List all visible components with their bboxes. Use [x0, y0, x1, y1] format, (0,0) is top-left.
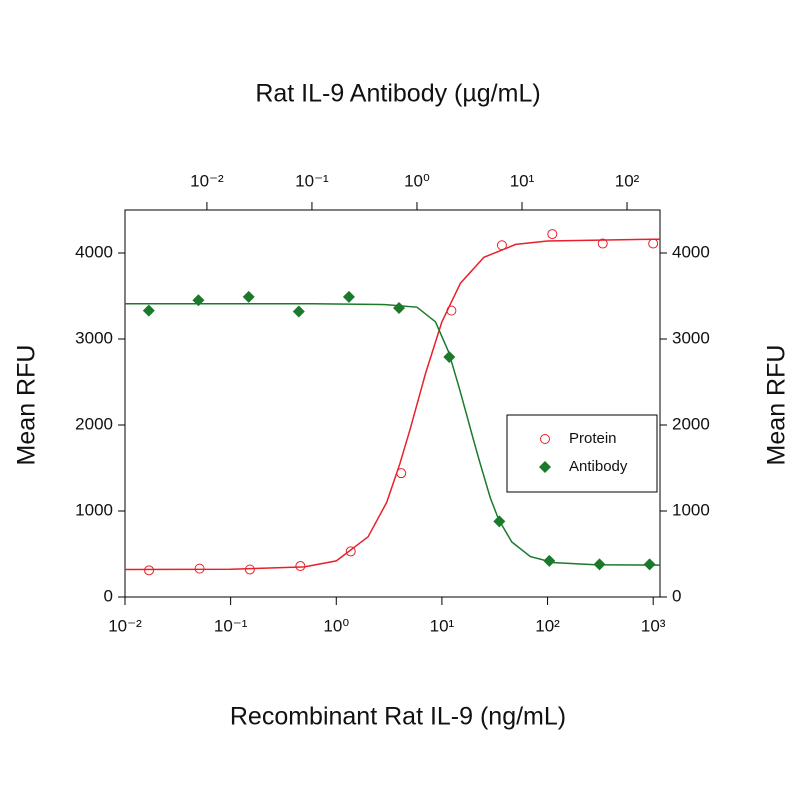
circle-marker — [547, 229, 558, 240]
y-tick-label: 4000 — [75, 242, 113, 261]
y2-tick-label: 1000 — [672, 500, 710, 519]
legend-box — [506, 414, 658, 493]
circle-marker — [446, 305, 457, 316]
circle-marker — [345, 546, 356, 557]
x-tick-label: 10³ — [641, 616, 666, 635]
y-axis-title: Mean RFU — [13, 345, 41, 466]
diamond-marker — [292, 305, 305, 318]
diamond-marker — [142, 304, 155, 317]
diamond-marker — [643, 558, 656, 571]
y-tick-label: 2000 — [75, 414, 113, 433]
diamond-marker — [593, 558, 606, 571]
x-tick-label: 10⁻² — [108, 616, 142, 635]
x-tick-label: 10⁰ — [323, 616, 349, 635]
x2-tick-label: 10⁰ — [404, 171, 430, 190]
y-tick-label: 0 — [104, 586, 113, 605]
diamond-marker — [242, 290, 255, 303]
circle-marker — [295, 561, 306, 572]
x-tick-label: 10² — [535, 616, 560, 635]
x2-tick-label: 10⁻¹ — [295, 171, 329, 190]
diamond-marker — [543, 554, 556, 567]
circle-marker — [194, 563, 205, 574]
circle-marker — [540, 434, 550, 444]
x2-tick-label: 10¹ — [510, 171, 535, 190]
circle-marker — [496, 240, 507, 251]
diamond-marker — [192, 294, 205, 307]
circle-marker — [244, 564, 255, 575]
diamond-marker — [539, 461, 551, 473]
x-tick-label: 10⁻¹ — [214, 616, 248, 635]
diamond-marker — [393, 302, 406, 315]
diamond-marker — [342, 290, 355, 303]
y2-tick-label: 0 — [672, 586, 681, 605]
circle-marker — [144, 565, 155, 576]
circle-marker — [597, 238, 608, 249]
y2-tick-label: 2000 — [672, 414, 710, 433]
diamond-marker — [493, 515, 506, 528]
top-axis-title: Rat IL-9 Antibody (µg/mL) — [255, 80, 540, 108]
y-tick-label: 1000 — [75, 500, 113, 519]
y2-tick-label: 4000 — [672, 242, 710, 261]
plot-frame — [124, 209, 661, 598]
x2-tick-label: 10² — [615, 171, 640, 190]
legend-label: Protein — [569, 430, 617, 447]
x-tick-label: 10¹ — [430, 616, 455, 635]
y2-tick-label: 3000 — [672, 328, 710, 347]
y-tick-label: 3000 — [75, 328, 113, 347]
legend-label: Antibody — [569, 458, 628, 475]
diamond-marker — [443, 351, 456, 364]
bottom-axis-title: Recombinant Rat IL-9 (ng/mL) — [230, 703, 566, 731]
fit-curve — [124, 238, 660, 571]
fit-curve — [125, 302, 661, 566]
circle-marker — [396, 468, 407, 479]
circle-marker — [648, 238, 659, 249]
x2-tick-label: 10⁻² — [190, 171, 224, 190]
y2-axis-title: Mean RFU — [763, 345, 791, 466]
